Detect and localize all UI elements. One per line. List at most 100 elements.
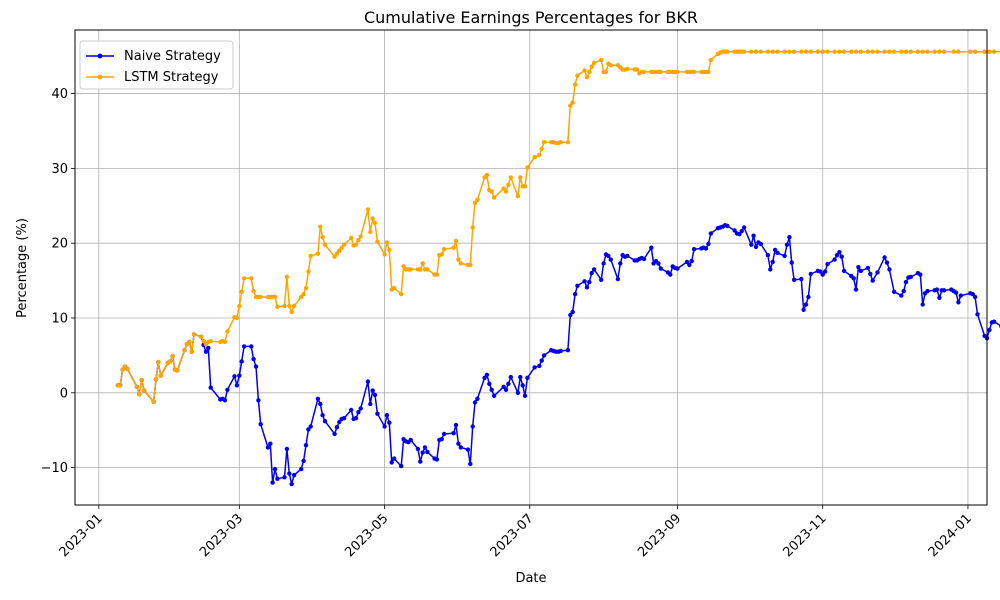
data-point-naive-strategy <box>506 381 511 386</box>
data-point-lstm-strategy <box>568 103 573 108</box>
data-point-lstm-strategy <box>865 49 871 54</box>
data-point-lstm-strategy <box>915 49 921 54</box>
data-point-naive-strategy <box>541 353 547 358</box>
data-point-lstm-strategy <box>987 49 992 54</box>
data-point-naive-strategy <box>739 229 744 234</box>
data-point-lstm-strategy <box>870 49 875 54</box>
data-point-naive-strategy <box>484 372 490 377</box>
data-point-naive-strategy <box>584 285 590 290</box>
data-point-naive-strategy <box>301 458 306 464</box>
data-point-naive-strategy <box>468 461 473 467</box>
y-axis-label: Percentage (%) <box>15 218 30 318</box>
data-point-naive-strategy <box>732 228 737 233</box>
data-point-naive-strategy <box>972 294 978 300</box>
series-layer <box>115 49 1000 487</box>
plot-background <box>75 30 987 505</box>
data-point-lstm-strategy <box>458 261 463 266</box>
data-point-naive-strategy <box>368 401 373 407</box>
data-point-lstm-strategy <box>308 253 313 259</box>
data-point-lstm-strategy <box>982 49 987 54</box>
data-point-lstm-strategy <box>837 49 842 54</box>
data-point-naive-strategy <box>591 267 597 272</box>
data-point-lstm-strategy <box>399 291 404 297</box>
data-point-lstm-strategy <box>134 384 140 389</box>
data-point-naive-strategy <box>625 253 630 259</box>
data-point-naive-strategy <box>408 437 413 443</box>
data-point-lstm-strategy <box>408 267 413 272</box>
data-point-lstm-strategy <box>441 247 447 252</box>
data-point-lstm-strategy <box>201 339 206 344</box>
data-point-naive-strategy <box>537 363 542 369</box>
data-point-naive-strategy <box>882 255 887 260</box>
data-point-lstm-strategy <box>284 274 290 280</box>
data-point-lstm-strategy <box>815 49 821 54</box>
data-point-naive-strategy <box>303 443 309 448</box>
data-point-naive-strategy <box>518 374 523 380</box>
data-point-naive-strategy <box>934 287 940 292</box>
data-point-naive-strategy <box>987 327 992 333</box>
data-point-lstm-strategy <box>675 69 680 75</box>
data-point-lstm-strategy <box>791 49 797 54</box>
legend: Naive Strategy LSTM Strategy <box>79 40 234 90</box>
data-point-lstm-strategy <box>375 239 380 244</box>
data-point-naive-strategy <box>399 463 404 469</box>
data-point-naive-strategy <box>575 283 580 288</box>
data-point-naive-strategy <box>268 441 273 446</box>
data-point-naive-strategy <box>799 276 804 282</box>
data-point-naive-strategy <box>565 348 571 353</box>
data-point-lstm-strategy <box>725 49 730 54</box>
data-point-naive-strategy <box>491 393 497 398</box>
y-tick-label: 0 <box>60 386 68 401</box>
data-point-naive-strategy <box>741 225 747 230</box>
data-point-lstm-strategy <box>225 329 230 334</box>
data-point-naive-strategy <box>441 431 447 437</box>
data-point-lstm-strategy <box>787 49 792 54</box>
data-point-lstm-strategy <box>249 276 254 281</box>
data-point-naive-strategy <box>415 446 421 452</box>
data-point-naive-strategy <box>803 302 809 307</box>
data-point-naive-strategy <box>334 425 340 430</box>
data-point-naive-strategy <box>241 344 247 349</box>
data-point-lstm-strategy <box>358 234 363 239</box>
data-point-lstm-strategy <box>956 49 961 54</box>
data-point-lstm-strategy <box>508 175 513 180</box>
data-point-naive-strategy <box>387 420 392 425</box>
data-point-lstm-strategy <box>141 388 147 393</box>
data-point-naive-strategy <box>422 445 428 450</box>
data-point-naive-strategy <box>389 460 394 465</box>
data-point-lstm-strategy <box>168 359 173 364</box>
data-point-lstm-strategy <box>315 251 321 256</box>
data-point-naive-strategy <box>970 291 975 297</box>
data-point-naive-strategy <box>975 312 980 317</box>
data-point-naive-strategy <box>232 374 237 379</box>
data-point-naive-strategy <box>856 264 861 270</box>
data-point-lstm-strategy <box>282 303 287 309</box>
data-point-lstm-strategy <box>353 242 359 247</box>
data-point-lstm-strategy <box>803 49 809 54</box>
data-point-naive-strategy <box>320 413 325 418</box>
data-point-lstm-strategy <box>570 100 575 105</box>
data-point-lstm-strategy <box>522 184 528 189</box>
data-point-lstm-strategy <box>782 49 787 54</box>
data-point-lstm-strategy <box>472 200 478 205</box>
data-point-naive-strategy <box>825 261 830 267</box>
data-point-naive-strategy <box>753 244 759 250</box>
data-point-naive-strategy <box>270 480 275 485</box>
data-point-lstm-strategy <box>658 69 663 75</box>
data-point-lstm-strategy <box>991 49 997 54</box>
data-point-lstm-strategy <box>306 269 311 274</box>
data-point-naive-strategy <box>318 401 323 407</box>
legend-box <box>79 40 234 90</box>
data-point-naive-strategy <box>703 246 709 251</box>
x-tick-label: 2023-11 <box>781 511 830 560</box>
data-point-lstm-strategy <box>468 262 473 268</box>
data-point-lstm-strategy <box>356 238 361 243</box>
data-point-naive-strategy <box>822 269 828 274</box>
data-point-naive-strategy <box>487 381 492 386</box>
data-point-naive-strategy <box>332 431 337 437</box>
data-point-naive-strategy <box>453 422 459 428</box>
data-point-naive-strategy <box>434 457 440 462</box>
data-point-naive-strategy <box>601 261 606 266</box>
x-tick-label: 2024-01 <box>926 511 975 560</box>
